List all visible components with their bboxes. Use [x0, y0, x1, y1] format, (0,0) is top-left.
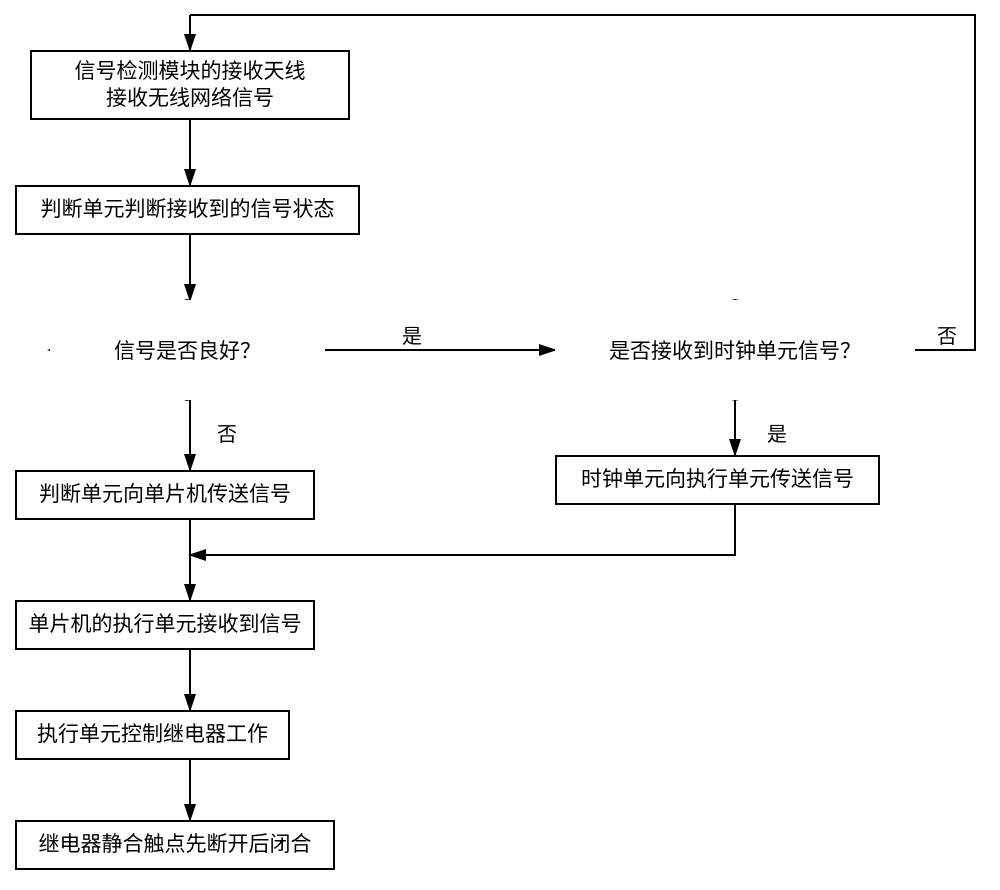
node-receive-signal: 信号检测模块的接收天线接收无线网络信号: [30, 50, 350, 120]
node-judge-status: 判断单元判断接收到的信号状态: [15, 185, 360, 235]
node-text: 继电器静合触点先断开后闭合: [39, 831, 312, 858]
decision-signal-good: 信号是否良好？: [50, 300, 325, 400]
label-d1-no: 否: [215, 418, 239, 447]
node-control-relay: 执行单元控制继电器工作: [15, 710, 290, 760]
node-relay-contact: 继电器静合触点先断开后闭合: [15, 820, 335, 870]
node-text: 时钟单元向执行单元传送信号: [581, 466, 854, 493]
decision-clock-signal: 是否接收到时钟单元信号？: [555, 300, 915, 400]
node-clock-to-exec: 时钟单元向执行单元传送信号: [555, 455, 880, 505]
node-text: 信号检测模块的接收天线接收无线网络信号: [75, 58, 306, 113]
label-d1-yes: 是: [400, 320, 424, 349]
label-d2-no: 否: [935, 320, 959, 349]
decision-text: 信号是否良好？: [114, 335, 261, 365]
node-text: 判断单元向单片机传送信号: [39, 481, 291, 508]
label-d2-yes: 是: [765, 418, 789, 447]
decision-text: 是否接收到时钟单元信号？: [609, 335, 861, 365]
node-exec-receive: 单片机的执行单元接收到信号: [15, 600, 315, 650]
node-text: 执行单元控制继电器工作: [37, 721, 268, 748]
node-send-to-mcu: 判断单元向单片机传送信号: [15, 470, 315, 520]
node-text: 判断单元判断接收到的信号状态: [41, 196, 335, 223]
node-text: 单片机的执行单元接收到信号: [29, 611, 302, 638]
